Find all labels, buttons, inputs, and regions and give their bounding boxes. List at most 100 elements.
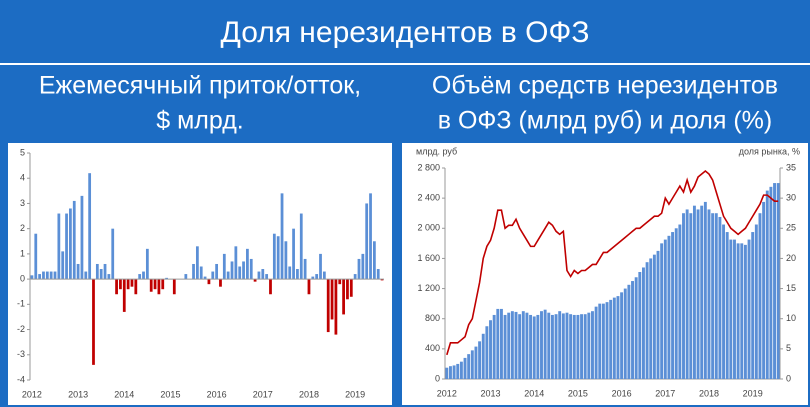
bar xyxy=(547,312,551,379)
bar xyxy=(580,314,584,379)
bar xyxy=(496,308,500,379)
bar xyxy=(261,269,265,280)
bar xyxy=(616,296,620,379)
bar xyxy=(543,309,547,379)
bar xyxy=(478,341,482,379)
bar xyxy=(299,213,303,280)
bar xyxy=(122,279,126,312)
bar xyxy=(272,233,276,280)
bar xyxy=(660,243,664,379)
bar xyxy=(88,173,92,280)
bar xyxy=(652,254,656,379)
bar xyxy=(165,277,168,280)
bar xyxy=(587,312,591,379)
bar xyxy=(627,284,631,379)
bar xyxy=(45,271,49,280)
bar xyxy=(311,276,315,280)
bar xyxy=(145,248,149,280)
bar xyxy=(103,263,107,280)
bar xyxy=(452,365,456,379)
bar xyxy=(84,271,88,280)
bar xyxy=(631,281,634,379)
bar xyxy=(234,246,238,280)
bar xyxy=(725,232,729,379)
bar xyxy=(353,274,357,280)
bar xyxy=(30,275,34,280)
bar xyxy=(569,314,573,379)
bar xyxy=(634,277,638,379)
bar xyxy=(161,279,165,290)
y-tick-label: 800 xyxy=(425,313,440,323)
bar xyxy=(682,213,685,379)
bar xyxy=(134,279,138,295)
bar xyxy=(492,314,496,379)
y2-axis-label: доля рынка, % xyxy=(739,146,800,156)
bar xyxy=(714,213,718,379)
bar xyxy=(211,271,215,280)
chart-panel xyxy=(402,143,808,405)
bar xyxy=(649,258,653,379)
y-tick-label: 2 400 xyxy=(417,193,440,203)
bar xyxy=(459,361,463,379)
bar xyxy=(700,205,704,379)
bar xyxy=(53,271,57,280)
bar xyxy=(334,279,338,335)
y-tick-label: 5 xyxy=(20,147,25,157)
y-tick-label: -1 xyxy=(17,299,25,309)
y-tick-label: -3 xyxy=(17,349,25,359)
bar xyxy=(246,248,249,280)
x-tick-label: 2014 xyxy=(114,389,134,399)
bar xyxy=(550,314,554,379)
bar xyxy=(707,209,711,379)
bar xyxy=(38,274,42,280)
bar xyxy=(222,253,226,280)
bar xyxy=(192,263,195,280)
bar xyxy=(765,190,769,379)
chart-title: Объём средств нерезидентов xyxy=(432,72,778,100)
y-tick-label: -2 xyxy=(17,324,25,334)
bar xyxy=(80,195,84,280)
y-tick-label: 1 600 xyxy=(417,253,440,263)
bar xyxy=(583,314,587,379)
bar xyxy=(641,267,645,379)
y-tick-label: 0 xyxy=(435,373,440,383)
bar xyxy=(674,228,678,379)
bar xyxy=(92,279,95,365)
bar xyxy=(219,279,222,287)
bar xyxy=(558,311,562,379)
bar xyxy=(729,239,733,379)
bar xyxy=(230,261,234,280)
bar xyxy=(572,314,576,379)
bar xyxy=(199,266,203,280)
bar xyxy=(671,232,675,379)
bar xyxy=(722,224,726,379)
bar xyxy=(253,279,257,282)
y-tick-label: 2 800 xyxy=(417,162,440,172)
bar xyxy=(195,246,199,280)
bar xyxy=(470,350,474,379)
bar xyxy=(598,303,602,379)
y2-tick-label: 0 xyxy=(786,373,791,383)
bar xyxy=(696,209,700,379)
y2-tick-label: 10 xyxy=(786,313,796,323)
bar xyxy=(747,239,751,379)
bar xyxy=(521,311,525,379)
y-axis-label: млрд. руб xyxy=(416,146,457,156)
bar xyxy=(76,263,80,280)
bar xyxy=(474,346,478,379)
y2-tick-label: 15 xyxy=(786,283,796,293)
bar xyxy=(107,274,111,280)
bar xyxy=(685,209,689,379)
x-tick-label: 2016 xyxy=(612,388,632,398)
bar xyxy=(238,266,242,280)
bar xyxy=(743,244,747,379)
bar xyxy=(507,312,511,379)
bar xyxy=(692,205,696,379)
bar xyxy=(489,320,492,379)
bar xyxy=(276,236,280,280)
x-tick-label: 2015 xyxy=(160,389,180,399)
x-tick-label: 2016 xyxy=(207,389,227,399)
bar xyxy=(576,314,580,379)
line xyxy=(446,169,779,356)
